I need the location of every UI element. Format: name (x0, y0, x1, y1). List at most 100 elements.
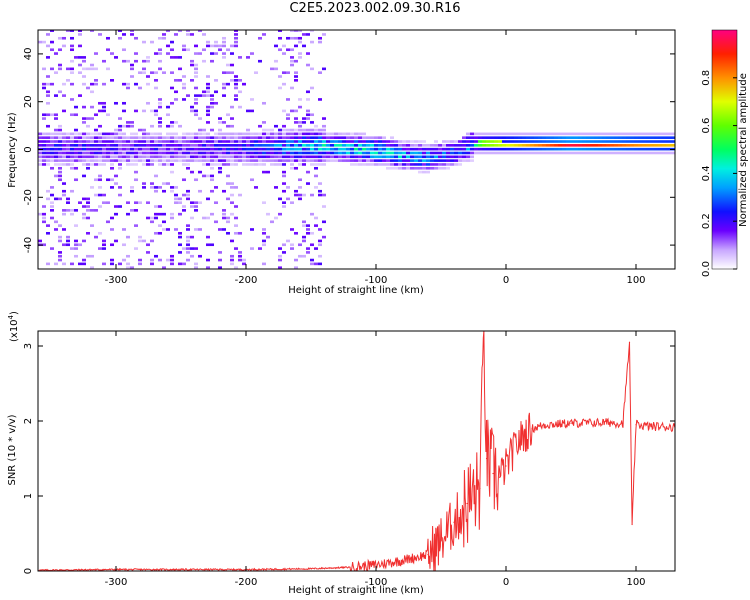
snr-point (440, 540, 442, 542)
spectrogram-cell (518, 136, 522, 139)
spectrogram-cell (530, 147, 534, 151)
spectrogram-cell (314, 166, 318, 170)
spectrogram-cell (526, 136, 530, 139)
spectrogram-cell (254, 132, 258, 136)
snr-point (544, 424, 546, 426)
spectrogram-cell (322, 235, 326, 239)
spectrogram-cell (606, 144, 610, 147)
spectrogram-cell (238, 136, 242, 139)
spectrogram-cell (434, 166, 438, 170)
spectrogram-cell (202, 132, 206, 136)
spectrogram-cell (586, 132, 590, 136)
spectrogram-cell (190, 63, 194, 67)
spectrogram-cell (150, 258, 154, 262)
spectrogram-cell (586, 151, 590, 155)
spectrogram-cell (206, 147, 210, 151)
spectrogram-cell (426, 163, 430, 166)
spectrogram-cell (118, 205, 122, 208)
spectrogram-cell (122, 155, 126, 159)
spectrogram-cell (214, 151, 218, 155)
spectrogram-cell (130, 33, 134, 36)
spectrogram-cell (162, 189, 166, 193)
spectrogram-cell (346, 147, 350, 151)
spectrogram-cell (174, 140, 178, 143)
spectrogram-cell (550, 147, 554, 151)
spectrogram-cell (202, 128, 206, 132)
spectrogram-cell (222, 94, 226, 97)
spectrogram-cell (266, 140, 270, 143)
spectrogram-cell (618, 140, 622, 143)
spectrogram-cell (134, 209, 138, 212)
spectrogram-cell (662, 136, 666, 139)
spectrogram-cell (178, 155, 182, 159)
spectrogram-cell (346, 132, 350, 136)
spectrogram-cell (506, 140, 510, 143)
spectrogram-cell (174, 56, 178, 59)
spectrogram-cell (538, 136, 542, 139)
spectrogram-cell (370, 163, 374, 166)
spectrogram-cell (102, 155, 106, 159)
spectrogram-cell (90, 30, 94, 32)
spectrogram-cell (646, 132, 650, 136)
spectrogram-cell (46, 113, 50, 117)
spectrogram-cell (142, 186, 146, 189)
spectrogram-cell (262, 128, 266, 132)
spectrogram-cell (78, 33, 82, 36)
spectrogram-cell (66, 147, 70, 151)
spectrogram-cell (42, 67, 46, 71)
spectrogram-cell (150, 159, 154, 162)
spectrogram-cell (222, 163, 226, 166)
spectrogram-cell (626, 136, 630, 139)
spectrogram-cell (614, 151, 618, 155)
spectrogram-cell (230, 254, 234, 258)
spectrogram-cell (158, 124, 162, 128)
spectrogram-cell (522, 144, 526, 147)
spectrogram-cell (598, 144, 602, 147)
spectrogram-cell (230, 52, 234, 55)
spectrogram-cell (642, 140, 646, 143)
spectrogram-cell (382, 155, 386, 159)
spectrogram-cell (290, 109, 294, 113)
spectrogram-cell (478, 147, 482, 151)
spectrogram-cell (58, 254, 62, 258)
spectrogram-cell (238, 151, 242, 155)
spectrogram-cell (626, 132, 630, 136)
spectrogram-cell (278, 197, 282, 201)
spectrogram-cell (254, 71, 258, 74)
spectrogram-cell (238, 251, 242, 254)
spectrogram-cell (62, 212, 66, 216)
spectrogram-cell (646, 147, 650, 151)
spectrogram-cell (282, 128, 286, 132)
spectrogram-cell (110, 159, 114, 162)
spectrogram-cell (634, 132, 638, 136)
spectrogram-cell (270, 151, 274, 155)
spectrogram-cell (170, 216, 174, 220)
spectrogram-cell (202, 155, 206, 159)
spectrogram-cell (98, 205, 102, 208)
spectrogram-cell (162, 71, 166, 74)
spectrogram-cell (414, 163, 418, 166)
spectrogram-cell (186, 48, 190, 52)
spectrogram-cell (102, 140, 106, 143)
spectrogram-cell (186, 189, 190, 193)
spectrogram-cell (150, 262, 154, 266)
spectrogram-cell (286, 197, 290, 201)
spectrogram-cell (586, 147, 590, 151)
spectrogram-cell (230, 262, 234, 266)
spectrogram-cell (290, 36, 294, 40)
snr-point (648, 425, 650, 427)
spectrogram-cell (482, 136, 486, 139)
spectrogram-cell (262, 262, 266, 266)
spectrogram-cell (230, 144, 234, 147)
spectrogram-cell (306, 52, 310, 55)
spectrogram-cell (102, 201, 106, 204)
spectrogram-cell (614, 136, 618, 139)
spectrogram-cell (114, 174, 118, 178)
snr-x-axis-label: Height of straight line (km) (288, 585, 424, 596)
spectrogram-cell (654, 136, 658, 139)
spectrogram-cell (298, 197, 302, 201)
spectrogram-cell (206, 136, 210, 139)
spectrogram-cell (210, 44, 214, 48)
spectrogram-cell (46, 231, 50, 235)
spectrogram-cell (122, 82, 126, 86)
